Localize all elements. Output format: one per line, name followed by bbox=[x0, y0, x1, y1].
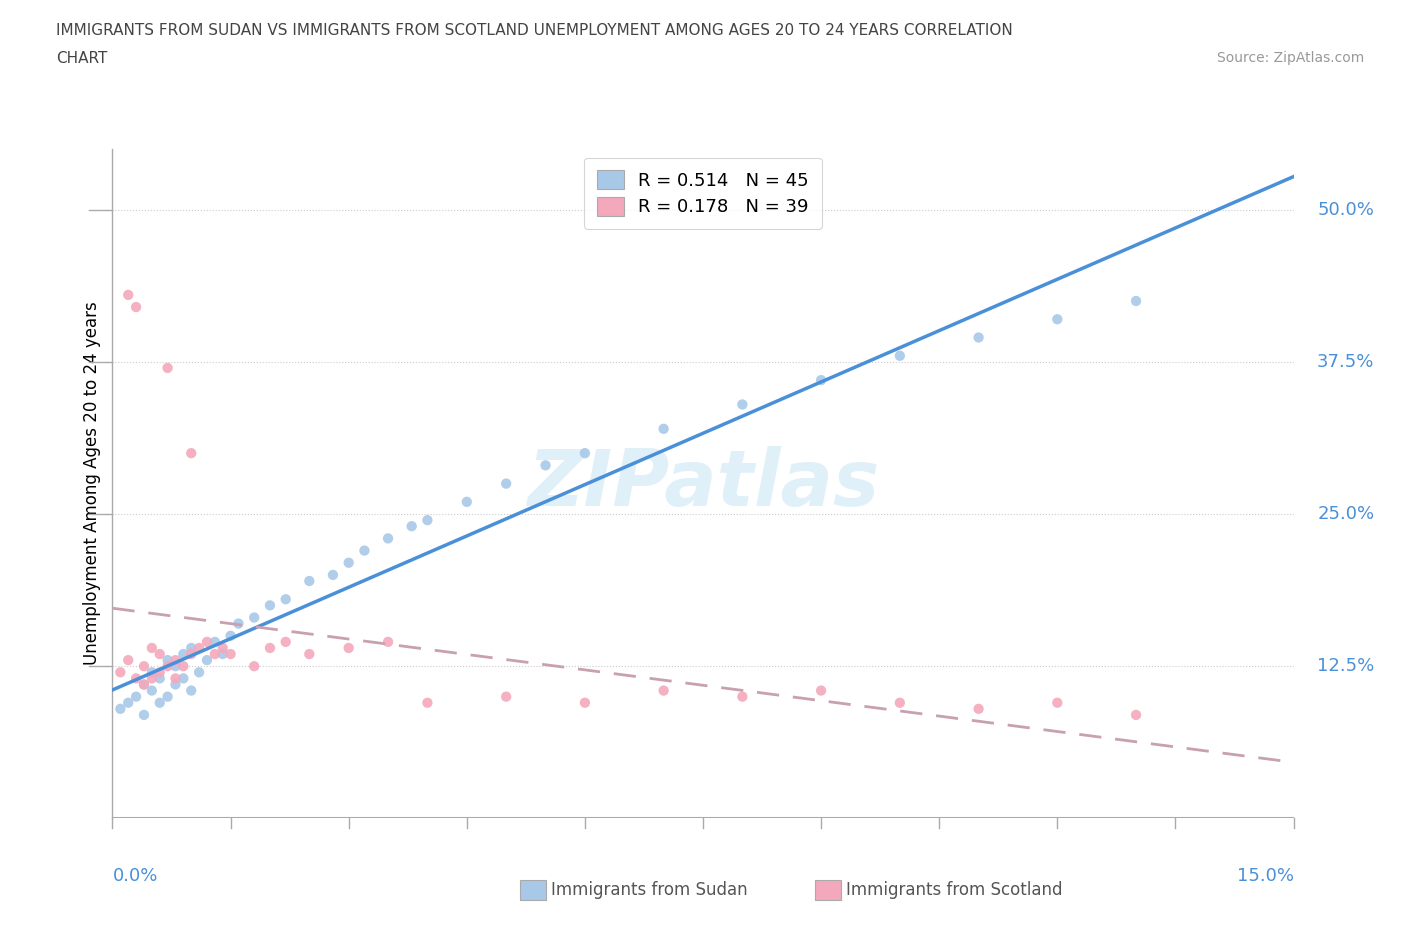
Point bbox=[574, 445, 596, 460]
Point bbox=[401, 519, 423, 534]
Point bbox=[117, 653, 139, 668]
Point bbox=[125, 671, 148, 685]
Point bbox=[141, 665, 163, 680]
Text: Immigrants from Sudan: Immigrants from Sudan bbox=[551, 881, 748, 899]
Point bbox=[652, 684, 675, 698]
Point bbox=[149, 646, 172, 661]
Point bbox=[1046, 696, 1069, 711]
Point bbox=[377, 531, 399, 546]
Point bbox=[243, 658, 266, 673]
Point bbox=[259, 598, 281, 613]
Text: 12.5%: 12.5% bbox=[1317, 658, 1375, 675]
Text: 37.5%: 37.5% bbox=[1317, 352, 1375, 371]
Y-axis label: Unemployment Among Ages 20 to 24 years: Unemployment Among Ages 20 to 24 years bbox=[83, 301, 101, 666]
Point bbox=[188, 641, 211, 656]
Point bbox=[149, 696, 172, 711]
Point bbox=[156, 689, 179, 704]
Point bbox=[377, 634, 399, 649]
Point bbox=[1125, 294, 1147, 309]
Point bbox=[172, 658, 194, 673]
Point bbox=[141, 641, 163, 656]
Point bbox=[125, 689, 148, 704]
Point bbox=[149, 665, 172, 680]
Point bbox=[810, 684, 832, 698]
Point bbox=[141, 684, 163, 698]
Point bbox=[172, 646, 194, 661]
Point bbox=[149, 671, 172, 685]
Text: 25.0%: 25.0% bbox=[1317, 505, 1374, 523]
Point bbox=[132, 658, 155, 673]
Point bbox=[889, 349, 911, 364]
Point bbox=[228, 617, 250, 631]
Text: Immigrants from Scotland: Immigrants from Scotland bbox=[846, 881, 1063, 899]
Point bbox=[219, 629, 242, 644]
Point bbox=[180, 445, 202, 460]
Point bbox=[110, 701, 132, 716]
Point bbox=[211, 646, 233, 661]
Point bbox=[132, 708, 155, 723]
Point bbox=[211, 641, 233, 656]
Point bbox=[534, 458, 557, 472]
Point bbox=[180, 646, 202, 661]
Point bbox=[156, 658, 179, 673]
Point bbox=[322, 567, 344, 582]
Text: CHART: CHART bbox=[56, 51, 108, 66]
Point bbox=[172, 671, 194, 685]
Point bbox=[967, 701, 990, 716]
Point bbox=[195, 634, 218, 649]
Point bbox=[165, 671, 187, 685]
Text: 0.0%: 0.0% bbox=[112, 867, 157, 885]
Point bbox=[141, 671, 163, 685]
Point bbox=[117, 287, 139, 302]
Point bbox=[180, 684, 202, 698]
Point bbox=[889, 696, 911, 711]
Text: 15.0%: 15.0% bbox=[1236, 867, 1294, 885]
Point bbox=[117, 696, 139, 711]
Point bbox=[180, 641, 202, 656]
Point bbox=[165, 658, 187, 673]
Point bbox=[219, 646, 242, 661]
Point bbox=[125, 299, 148, 314]
Point bbox=[456, 495, 478, 510]
Point bbox=[259, 641, 281, 656]
Point bbox=[416, 696, 439, 711]
Point bbox=[204, 646, 226, 661]
Point bbox=[243, 610, 266, 625]
Point bbox=[1046, 312, 1069, 326]
Point bbox=[416, 512, 439, 527]
Point bbox=[132, 677, 155, 692]
Point bbox=[731, 689, 754, 704]
Point bbox=[195, 653, 218, 668]
Point bbox=[165, 677, 187, 692]
Point bbox=[337, 555, 360, 570]
Text: ZIPatlas: ZIPatlas bbox=[527, 445, 879, 522]
Point bbox=[274, 634, 297, 649]
Text: 50.0%: 50.0% bbox=[1317, 201, 1374, 219]
Point bbox=[298, 574, 321, 589]
Point bbox=[1125, 708, 1147, 723]
Point bbox=[810, 373, 832, 388]
Legend: R = 0.514   N = 45, R = 0.178   N = 39: R = 0.514 N = 45, R = 0.178 N = 39 bbox=[585, 158, 821, 229]
Point bbox=[967, 330, 990, 345]
Point bbox=[495, 689, 517, 704]
Point bbox=[132, 677, 155, 692]
Point bbox=[353, 543, 375, 558]
Text: Source: ZipAtlas.com: Source: ZipAtlas.com bbox=[1216, 51, 1364, 65]
Point bbox=[298, 646, 321, 661]
Point bbox=[156, 653, 179, 668]
Point bbox=[495, 476, 517, 491]
Point bbox=[165, 653, 187, 668]
Text: IMMIGRANTS FROM SUDAN VS IMMIGRANTS FROM SCOTLAND UNEMPLOYMENT AMONG AGES 20 TO : IMMIGRANTS FROM SUDAN VS IMMIGRANTS FROM… bbox=[56, 23, 1012, 38]
Point bbox=[337, 641, 360, 656]
Point bbox=[188, 665, 211, 680]
Point bbox=[652, 421, 675, 436]
Point bbox=[204, 634, 226, 649]
Point bbox=[110, 665, 132, 680]
Point bbox=[156, 361, 179, 376]
Point bbox=[274, 591, 297, 606]
Point bbox=[731, 397, 754, 412]
Point bbox=[574, 696, 596, 711]
